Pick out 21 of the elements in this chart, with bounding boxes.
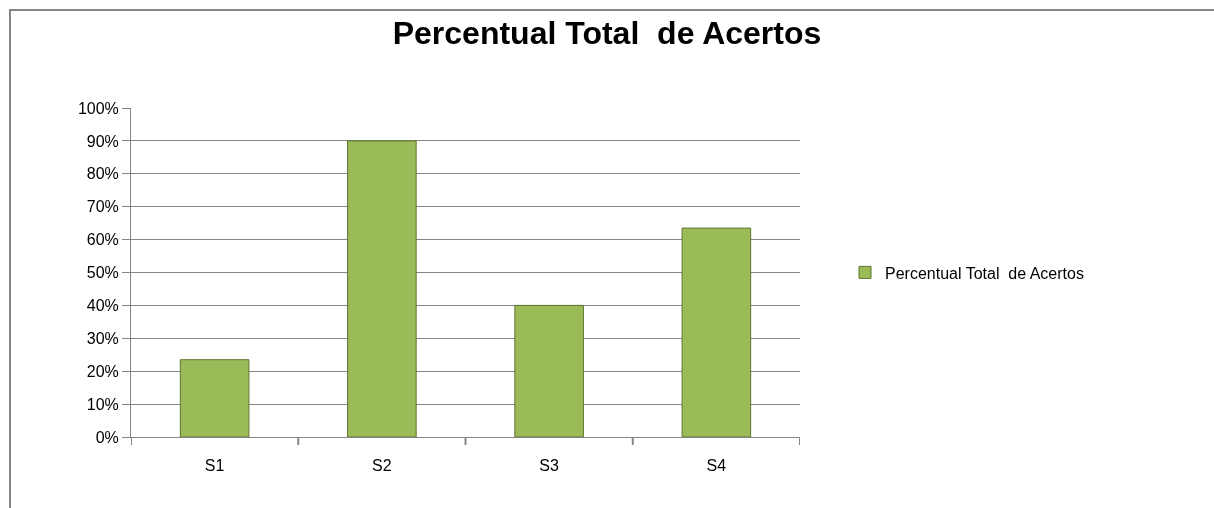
x-tick-label: S3 (539, 457, 560, 475)
x-tick-label: S1 (204, 457, 225, 475)
x-tick-label: S4 (706, 457, 727, 475)
y-tick-label: 30% (86, 329, 119, 347)
y-tick-label: 90% (86, 132, 119, 150)
chart-title: Percentual Total de Acertos (392, 15, 822, 52)
y-tick-label: 0% (95, 428, 119, 446)
bar (179, 359, 250, 437)
bar (514, 304, 584, 437)
y-tick-label: 40% (86, 297, 119, 314)
y-tick-label: 50% (86, 264, 119, 282)
y-tick-label: 100% (77, 99, 119, 117)
bar (681, 227, 752, 437)
y-tick-label: 60% (86, 231, 119, 249)
y-tick-label: 80% (86, 165, 119, 183)
bar (347, 140, 417, 437)
x-tick-label: S2 (372, 457, 392, 475)
y-tick-label: 10% (86, 395, 119, 413)
y-tick-label: 70% (86, 198, 119, 216)
y-tick-label: 20% (86, 362, 119, 380)
legend-label: Percentual Total de Acertos (885, 264, 1084, 282)
